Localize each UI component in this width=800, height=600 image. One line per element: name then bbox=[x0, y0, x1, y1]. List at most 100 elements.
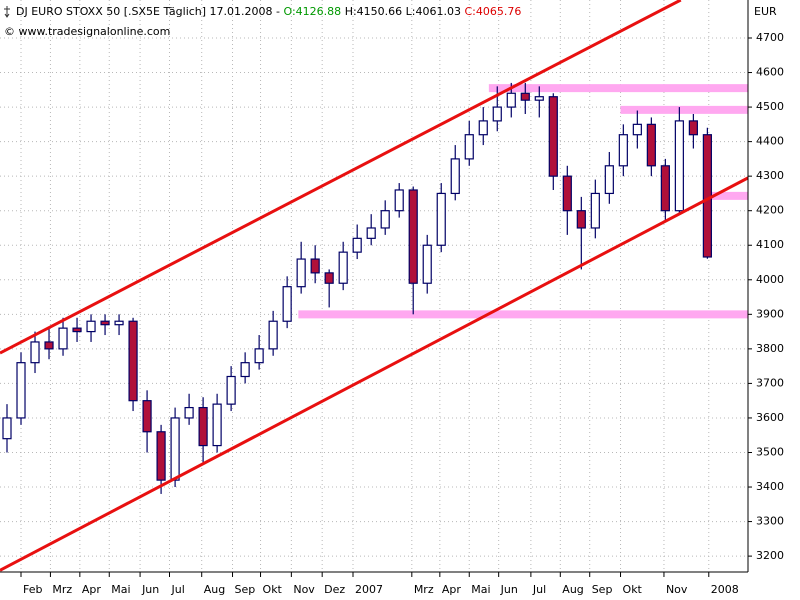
candle-body bbox=[114, 320, 124, 326]
x-tick-label: Mai bbox=[111, 583, 130, 596]
x-tick-label: Jul bbox=[532, 583, 546, 596]
quote-open: O:4126.88 bbox=[284, 5, 342, 18]
candle-body bbox=[674, 120, 684, 212]
quote-high-low: H:4150.66 L:4061.03 bbox=[345, 5, 461, 18]
y-tick-label: 3400 bbox=[756, 480, 784, 493]
y-axis-label: EUR bbox=[754, 5, 777, 18]
candle-body bbox=[618, 134, 628, 167]
y-tick-label: 4300 bbox=[756, 169, 784, 182]
y-tick-label: 4100 bbox=[756, 238, 784, 251]
y-tick-label: 3200 bbox=[756, 549, 784, 562]
candle-body bbox=[226, 375, 236, 405]
y-tick-label: 4700 bbox=[756, 31, 784, 44]
x-tick-label: Feb bbox=[23, 583, 42, 596]
candle-body bbox=[16, 362, 26, 419]
candle-body bbox=[576, 210, 586, 229]
candle-body bbox=[86, 320, 96, 333]
candle-body bbox=[590, 192, 600, 229]
x-tick-label: Okt bbox=[623, 583, 643, 596]
candle-body bbox=[646, 123, 656, 167]
y-tick-label: 4200 bbox=[756, 204, 784, 217]
candle-body bbox=[100, 320, 110, 326]
x-tick-label: 2008 bbox=[711, 583, 739, 596]
y-tick-label: 3500 bbox=[756, 445, 784, 458]
candle-body bbox=[2, 417, 12, 440]
trend-line bbox=[0, 0, 682, 355]
candle-body bbox=[660, 165, 670, 212]
title: DJ EURO STOXX 50 [.SX5E Täglich] 17.01.2… bbox=[16, 5, 280, 18]
candle-body bbox=[548, 96, 558, 177]
x-tick-label: Nov bbox=[293, 583, 315, 596]
y-tick-label: 3800 bbox=[756, 342, 784, 355]
y-tick-label: 4400 bbox=[756, 135, 784, 148]
y-tick-label: 4000 bbox=[756, 273, 784, 286]
x-tick-label: 2007 bbox=[355, 583, 383, 596]
candle-body bbox=[310, 258, 320, 274]
candle-body bbox=[324, 272, 334, 284]
candle-body bbox=[184, 406, 194, 419]
x-tick-label: Aug bbox=[562, 583, 583, 596]
quote-close: C:4065.76 bbox=[464, 5, 521, 18]
x-tick-label: Mrz bbox=[52, 583, 72, 596]
y-tick-label: 3700 bbox=[756, 376, 784, 389]
candle-body bbox=[464, 134, 474, 160]
candle-body bbox=[156, 431, 166, 481]
header-title: DJ EURO STOXX 50 [.SX5E Täglich] 17.01.2… bbox=[16, 5, 521, 18]
candle-body bbox=[562, 175, 572, 212]
x-tick-label: Mrz bbox=[414, 583, 434, 596]
x-tick-label: Sep bbox=[235, 583, 256, 596]
candle-body bbox=[394, 189, 404, 212]
x-tick-label: Jul bbox=[170, 583, 184, 596]
candle-body bbox=[128, 320, 138, 402]
candle-body bbox=[338, 251, 348, 284]
x-tick-label: Mai bbox=[471, 583, 490, 596]
y-tick-label: 3900 bbox=[756, 307, 784, 320]
candle-body bbox=[30, 341, 40, 364]
candle-body bbox=[478, 120, 488, 136]
y-tick-label: 4500 bbox=[756, 100, 784, 113]
candle-body bbox=[142, 400, 152, 433]
candle-body bbox=[366, 227, 376, 239]
candle-body bbox=[352, 237, 362, 253]
y-tick-label: 4600 bbox=[756, 66, 784, 79]
x-tick-label: Okt bbox=[263, 583, 283, 596]
candle-body bbox=[436, 192, 446, 246]
candle-body bbox=[44, 341, 54, 350]
candle-body bbox=[296, 258, 306, 288]
subtitle: © www.tradesignalonline.com bbox=[4, 25, 170, 38]
y-tick-label: 3300 bbox=[756, 515, 784, 528]
candle-body bbox=[198, 406, 208, 447]
candle-body bbox=[632, 123, 642, 136]
candle-body bbox=[688, 120, 698, 136]
x-tick-label: Jun bbox=[141, 583, 159, 596]
candle-body bbox=[268, 320, 278, 350]
candle-body bbox=[170, 417, 180, 481]
candle-body bbox=[58, 327, 68, 350]
candle-body bbox=[212, 403, 222, 447]
x-tick-label: Nov bbox=[666, 583, 688, 596]
candle-body bbox=[506, 92, 516, 108]
x-tick-label: Dez bbox=[324, 583, 345, 596]
x-tick-label: Apr bbox=[442, 583, 462, 596]
x-tick-label: Aug bbox=[204, 583, 225, 596]
x-tick-label: Apr bbox=[82, 583, 102, 596]
candle-body bbox=[422, 244, 432, 284]
candle-body bbox=[520, 92, 530, 101]
header-icon bbox=[4, 6, 10, 18]
candle-body bbox=[534, 96, 544, 101]
candle-body bbox=[492, 106, 502, 122]
x-tick-label: Sep bbox=[592, 583, 613, 596]
y-tick-label: 3600 bbox=[756, 411, 784, 424]
plot-area bbox=[0, 0, 749, 572]
candle-body bbox=[604, 165, 614, 195]
candle-body bbox=[254, 348, 264, 364]
candle-body bbox=[72, 327, 82, 333]
candle-body bbox=[380, 210, 390, 229]
candle-body bbox=[702, 134, 712, 258]
candle-body bbox=[408, 189, 418, 284]
trend-line bbox=[0, 176, 749, 572]
candle-body bbox=[450, 158, 460, 195]
x-tick-label: Jun bbox=[500, 583, 518, 596]
